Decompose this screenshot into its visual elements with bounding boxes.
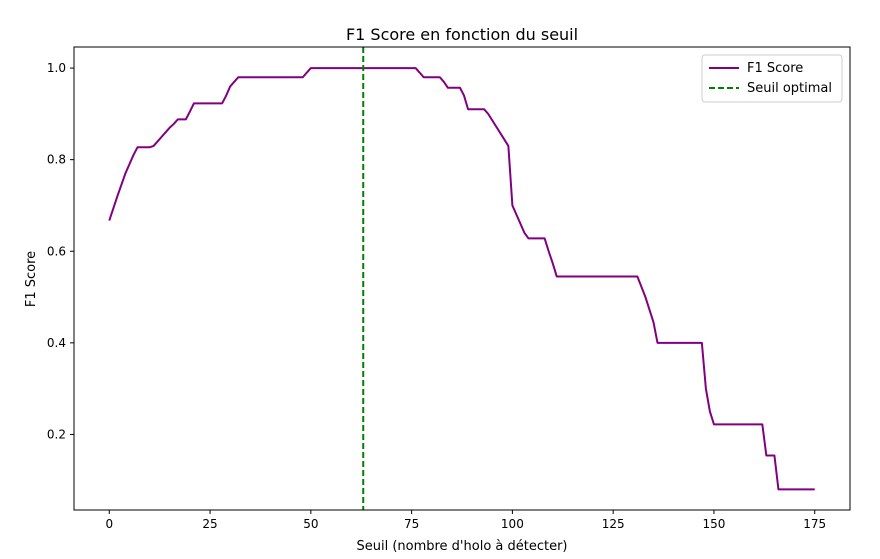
x-tick-label: 50 (303, 517, 318, 531)
series-layer (108, 47, 815, 510)
chart-title: F1 Score en fonction du seuil (346, 25, 578, 44)
y-tick-label: 1.0 (47, 61, 66, 75)
x-tick-label: 125 (602, 517, 625, 531)
x-tick-label: 175 (803, 517, 826, 531)
x-tick-label: 0 (105, 517, 113, 531)
x-tick-label: 150 (702, 517, 725, 531)
y-tick-label: 0.2 (47, 427, 66, 441)
legend: F1 Score Seuil optimal (701, 54, 843, 103)
series-line-f1-score (108, 67, 815, 491)
y-axis-label: F1 Score (24, 251, 39, 307)
x-tick-label: 25 (202, 517, 217, 531)
legend-label-f1-score: F1 Score (747, 61, 803, 76)
x-axis-ticks: 0 25 50 75 100 125 150 175 (105, 510, 826, 531)
y-axis-ticks: 0.2 0.4 0.6 0.8 1.0 (47, 61, 74, 441)
plot-area (73, 46, 851, 511)
y-tick-label: 0.4 (47, 336, 66, 350)
x-tick-label: 100 (501, 517, 524, 531)
x-axis-label: Seuil (nombre d'holo à détecter) (356, 539, 567, 554)
legend-label-seuil-optimal: Seuil optimal (747, 81, 832, 96)
x-tick-label: 75 (404, 517, 419, 531)
axes-frame (73, 46, 851, 511)
legend-box (701, 54, 843, 103)
y-tick-label: 0.8 (47, 153, 66, 167)
y-tick-label: 0.6 (47, 244, 66, 258)
